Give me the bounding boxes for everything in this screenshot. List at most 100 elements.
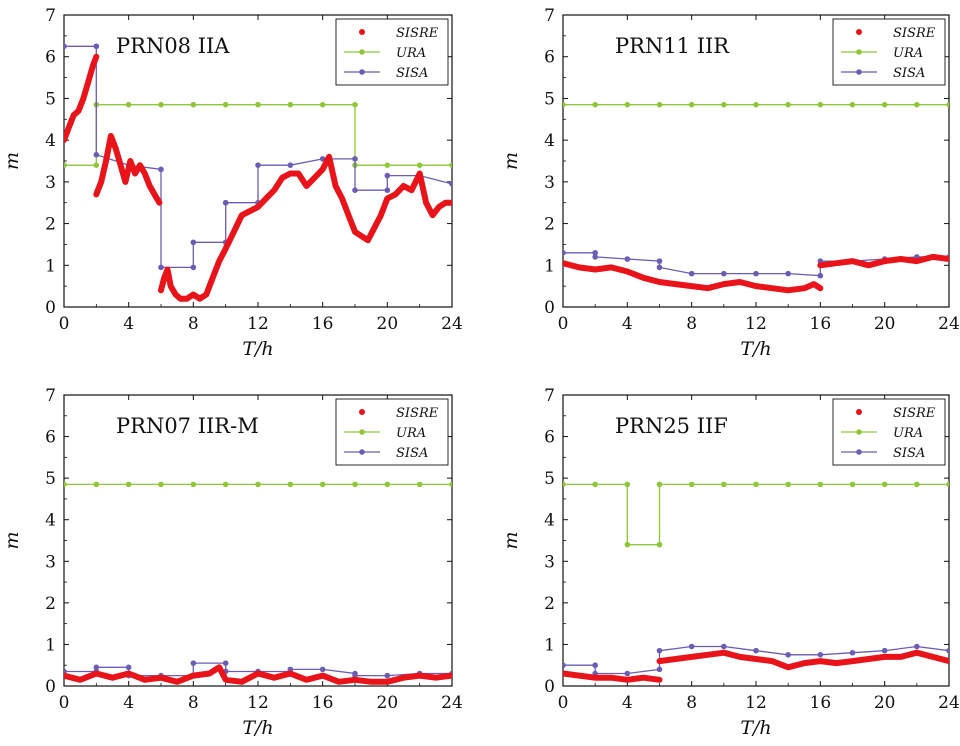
series-ura-point bbox=[449, 481, 452, 488]
series-sisre bbox=[563, 253, 949, 294]
legend: SISRE URA SISA bbox=[832, 398, 946, 466]
series-ura-point bbox=[688, 101, 695, 108]
x-tick-label: 16 bbox=[312, 693, 334, 713]
y-tick-label: 5 bbox=[45, 89, 56, 109]
series-sisa-point bbox=[817, 652, 824, 658]
legend-swatch bbox=[359, 409, 365, 415]
y-tick-label: 4 bbox=[45, 511, 56, 531]
x-tick-label: 4 bbox=[123, 693, 134, 713]
legend-swatch-dot bbox=[359, 49, 365, 55]
series-sisa-point bbox=[914, 643, 920, 650]
x-tick-label: 4 bbox=[622, 693, 633, 713]
x-axis-label: T/h bbox=[242, 717, 273, 739]
series-sisa-point bbox=[190, 660, 197, 666]
legend-swatch-dot bbox=[856, 69, 862, 75]
y-axis-label: m bbox=[500, 531, 522, 549]
legend-label: URA bbox=[396, 426, 426, 441]
series-ura-point bbox=[721, 481, 727, 488]
series-ura-point bbox=[158, 481, 164, 488]
series-ura-point bbox=[352, 101, 358, 108]
series-ura-point bbox=[817, 481, 824, 488]
series-sisa-point bbox=[753, 647, 759, 654]
y-tick-label: 2 bbox=[45, 594, 56, 614]
x-tick-label: 16 bbox=[810, 314, 832, 334]
series-sisa-point bbox=[190, 264, 197, 271]
legend-swatch bbox=[856, 409, 862, 415]
series-sisa-point bbox=[946, 647, 949, 654]
series-sisa-point bbox=[753, 270, 759, 277]
series-ura-point bbox=[287, 101, 294, 108]
y-tick-label: 1 bbox=[45, 635, 56, 655]
legend-item-sisa: SISA bbox=[841, 446, 925, 461]
series-ura-point bbox=[449, 162, 452, 168]
legend-label: SISA bbox=[893, 446, 925, 461]
legend-item-sisre: SISRE bbox=[359, 26, 439, 41]
legend-swatch-dot bbox=[856, 429, 862, 435]
y-tick-label: 4 bbox=[544, 131, 555, 151]
series-sisre bbox=[563, 649, 949, 683]
series-sisa-point bbox=[656, 264, 663, 271]
legend-swatch bbox=[856, 29, 862, 35]
y-tick-label: 1 bbox=[544, 635, 555, 655]
series-ura-point bbox=[849, 101, 856, 108]
series-ura-point bbox=[817, 101, 824, 108]
series-sisa-point bbox=[656, 666, 663, 673]
series-sisre bbox=[64, 664, 452, 685]
series-ura-point bbox=[914, 481, 920, 488]
series-ura-point bbox=[93, 162, 100, 168]
y-tick-label: 7 bbox=[544, 386, 555, 406]
series-sisa-point bbox=[222, 199, 229, 206]
y-tick-label: 1 bbox=[45, 256, 56, 276]
series-sisre bbox=[64, 53, 452, 302]
series-ura-point bbox=[125, 101, 132, 108]
series-ura-point bbox=[319, 481, 326, 488]
series-sisa-point bbox=[64, 43, 67, 50]
series-sisre-line bbox=[158, 153, 452, 302]
legend-label: URA bbox=[893, 426, 923, 441]
series-ura-point bbox=[881, 101, 888, 108]
series-sisa-point bbox=[93, 151, 100, 158]
legend-item-ura: URA bbox=[841, 426, 923, 441]
series-ura-point bbox=[753, 101, 759, 108]
x-tick-label: 4 bbox=[622, 314, 633, 334]
series-ura-line bbox=[563, 483, 949, 546]
series-sisa-point bbox=[93, 43, 100, 50]
y-tick-label: 2 bbox=[544, 594, 555, 614]
series-sisa-point bbox=[352, 187, 358, 193]
series-ura-point bbox=[222, 481, 229, 488]
y-tick-label: 5 bbox=[544, 469, 555, 489]
plot-area bbox=[563, 481, 949, 683]
y-tick-label: 0 bbox=[45, 298, 56, 318]
legend-item-sisre: SISRE bbox=[359, 406, 439, 421]
legend-label: SISA bbox=[893, 66, 925, 81]
x-tick-label: 0 bbox=[59, 693, 70, 713]
x-tick-label: 24 bbox=[441, 693, 463, 713]
series-sisa bbox=[563, 643, 949, 677]
panel-title: PRN11 IIR bbox=[615, 34, 730, 58]
series-sisa-point bbox=[592, 254, 598, 260]
x-tick-label: 20 bbox=[377, 314, 399, 334]
series-ura-point bbox=[416, 162, 423, 168]
series-sisa-point bbox=[563, 249, 566, 256]
legend-label: SISRE bbox=[893, 26, 936, 41]
series-sisa-point bbox=[592, 662, 598, 669]
y-tick-label: 0 bbox=[544, 298, 555, 318]
series-sisre-line bbox=[563, 670, 663, 683]
series-ura-point bbox=[190, 101, 197, 108]
legend-label: SISA bbox=[396, 66, 428, 81]
legend-item-ura: URA bbox=[344, 426, 426, 441]
x-tick-label: 20 bbox=[377, 693, 399, 713]
series-ura-point bbox=[624, 541, 631, 548]
y-tick-label: 3 bbox=[544, 552, 555, 572]
x-axis-label: T/h bbox=[740, 338, 771, 360]
series-ura-point bbox=[624, 481, 631, 488]
series-sisa-point bbox=[656, 647, 663, 654]
series-sisa-point bbox=[255, 162, 261, 168]
series-sisa-point bbox=[190, 239, 197, 246]
series-sisa-point bbox=[592, 249, 598, 256]
series-ura-point bbox=[64, 481, 67, 488]
series-ura-point bbox=[721, 101, 727, 108]
y-axis-label: m bbox=[1, 531, 23, 549]
